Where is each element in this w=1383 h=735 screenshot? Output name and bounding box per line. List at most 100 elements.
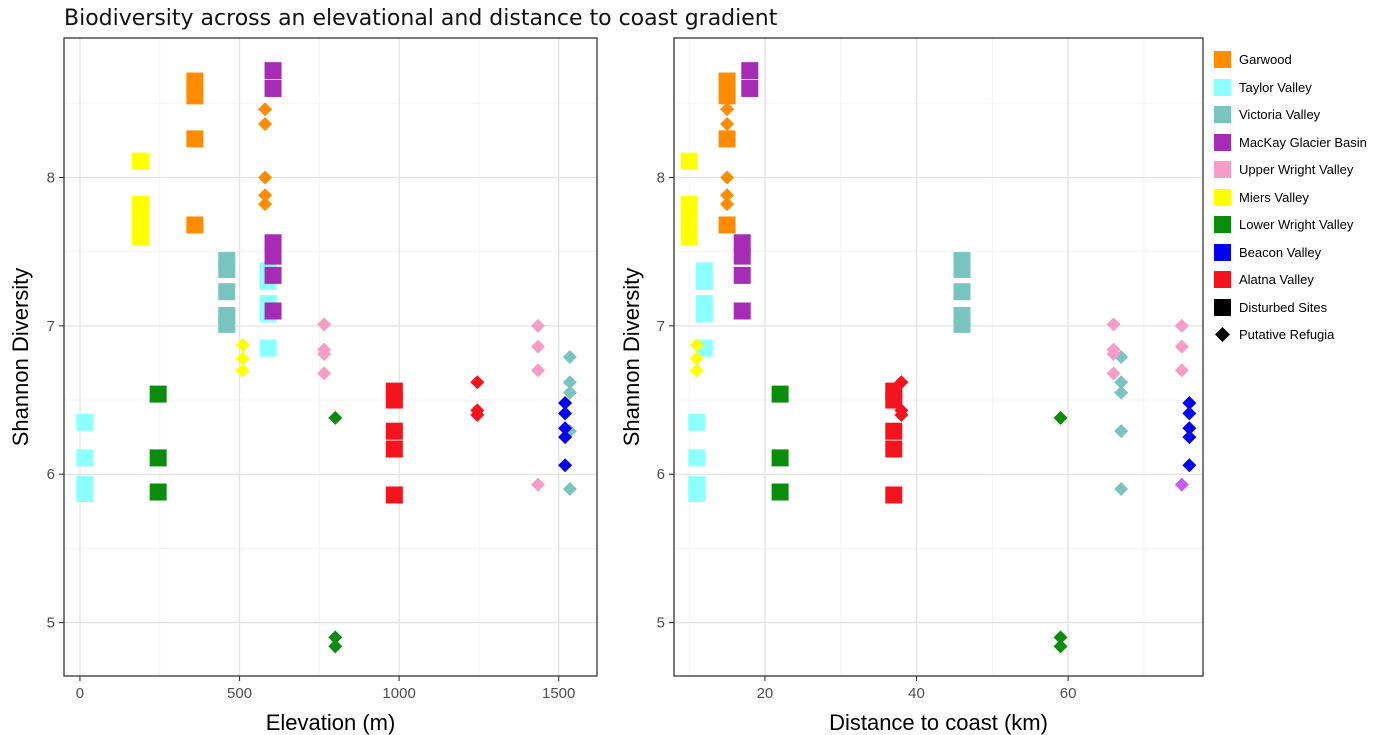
legend-item: MacKay Glacier Basin <box>1214 129 1367 157</box>
distance-data-point <box>771 449 789 467</box>
legend-item: Disturbed Sites <box>1214 294 1367 322</box>
elevation-data-point <box>132 228 150 246</box>
legend: Garwood Taylor Valley Victoria Valley MacKa… <box>1214 46 1367 349</box>
distance-y-tick-label: 5 <box>657 615 665 632</box>
distance-data-point <box>1106 317 1121 332</box>
distance-data-point <box>953 315 971 333</box>
elevation-data-point <box>76 413 94 431</box>
distance-data-point <box>680 152 698 170</box>
distance-y-tick-label: 7 <box>657 318 665 335</box>
legend-square-key <box>1214 243 1231 261</box>
elevation-y-tick-label: 5 <box>47 615 55 632</box>
legend-label: MacKay Glacier Basin <box>1239 134 1367 150</box>
elevation-data-point <box>317 347 332 362</box>
elevation-data-point <box>558 421 573 436</box>
elevation-x-tick-label: 1000 <box>382 685 415 702</box>
elevation-data-point <box>259 339 277 357</box>
legend-item: Miers Valley <box>1214 184 1367 212</box>
elevation-data-point <box>470 375 485 390</box>
distance-data-point <box>718 216 736 234</box>
elevation-data-point <box>558 458 573 473</box>
legend-square-key <box>1214 271 1231 289</box>
elevation-data-point <box>562 350 577 364</box>
distance-data-point <box>1174 477 1189 492</box>
distance-data-point <box>689 363 704 378</box>
elevation-data-point <box>328 639 343 654</box>
elevation-x-axis-title: Elevation (m) <box>266 710 396 735</box>
legend-square-key <box>1214 161 1231 179</box>
elevation-data-point <box>385 391 403 409</box>
elevation-data-point <box>558 406 573 421</box>
elevation-data-point <box>149 483 167 501</box>
elevation-data-point <box>235 351 250 366</box>
elevation-data-point <box>530 363 545 378</box>
legend-diamond-key <box>1214 326 1231 343</box>
legend-label: Garwood <box>1239 52 1292 68</box>
distance-data-point <box>885 391 903 409</box>
distance-data-point <box>1174 318 1189 333</box>
distance-data-point <box>1053 630 1068 645</box>
distance-data-point <box>1114 424 1129 439</box>
elevation-panel-border <box>63 37 598 677</box>
legend-item: Putative Refugia <box>1214 321 1367 349</box>
distance-data-point <box>894 407 909 422</box>
distance-data-point <box>1174 363 1189 378</box>
elevation-x-tick-label: 500 <box>227 685 252 702</box>
distance-panel: 20 40 60 5 6 7 8 Distance to coast (km) Shannon … <box>619 37 1204 735</box>
legend-item: Victoria Valley <box>1214 101 1367 129</box>
distance-y-axis-title: Shannon Diversity <box>619 268 644 447</box>
legend-square-key <box>1214 298 1231 316</box>
legend-label: Upper Wright Valley <box>1239 162 1354 178</box>
legend-item: Garwood <box>1214 46 1367 74</box>
legend-label: Lower Wright Valley <box>1239 217 1354 233</box>
distance-data-point <box>1106 366 1121 381</box>
elevation-data-point <box>186 87 204 105</box>
distance-data-point <box>1053 410 1068 425</box>
legend-label: Beacon Valley <box>1239 244 1322 260</box>
elevation-data-point <box>264 62 282 80</box>
distance-data-point <box>720 117 735 132</box>
distance-data-point <box>718 87 736 105</box>
elevation-data-point <box>328 410 343 425</box>
distance-data-point <box>720 188 735 203</box>
distance-data-point <box>733 247 751 265</box>
legend-square-key <box>1214 216 1231 234</box>
elevation-data-point <box>149 385 167 403</box>
legend-square-key <box>1214 106 1231 124</box>
elevation-data-point <box>235 338 250 353</box>
elevation-data-point <box>258 170 273 185</box>
elevation-data-point <box>186 72 204 90</box>
distance-data-point <box>688 413 706 431</box>
elevation-data-point <box>328 630 343 645</box>
distance-data-point <box>1182 395 1197 410</box>
distance-x-tick-label: 20 <box>757 685 774 702</box>
elevation-data-point <box>470 407 485 422</box>
elevation-data-point <box>258 197 273 212</box>
elevation-data-point <box>264 302 282 320</box>
elevation-data-point <box>264 266 282 284</box>
distance-data-point <box>771 483 789 501</box>
distance-data-point <box>885 422 903 440</box>
distance-data-point <box>1182 430 1197 445</box>
elevation-x-tick-label: 1500 <box>542 685 575 702</box>
legend-item: Alatna Valley <box>1214 266 1367 294</box>
elevation-x-tick-label: 0 <box>76 685 84 702</box>
elevation-data-point <box>530 477 545 492</box>
distance-x-tick-label: 40 <box>908 685 925 702</box>
elevation-data-point <box>264 79 282 97</box>
legend-item: Lower Wright Valley <box>1214 211 1367 239</box>
distance-x-tick-label: 60 <box>1060 685 1077 702</box>
distance-data-point <box>741 62 759 80</box>
elevation-data-point <box>218 283 236 301</box>
distance-data-point <box>695 305 713 323</box>
distance-data-point <box>741 79 759 97</box>
figure-title: Biodiversity across an elevational and d… <box>64 6 778 31</box>
elevation-data-point <box>76 485 94 503</box>
elevation-y-axis-title: Shannon Diversity <box>8 268 33 447</box>
elevation-y-tick-label: 8 <box>47 169 55 186</box>
elevation-data-point <box>76 449 94 467</box>
legend-label: Miers Valley <box>1239 189 1309 205</box>
distance-data-point <box>689 351 704 366</box>
distance-data-point <box>688 449 706 467</box>
